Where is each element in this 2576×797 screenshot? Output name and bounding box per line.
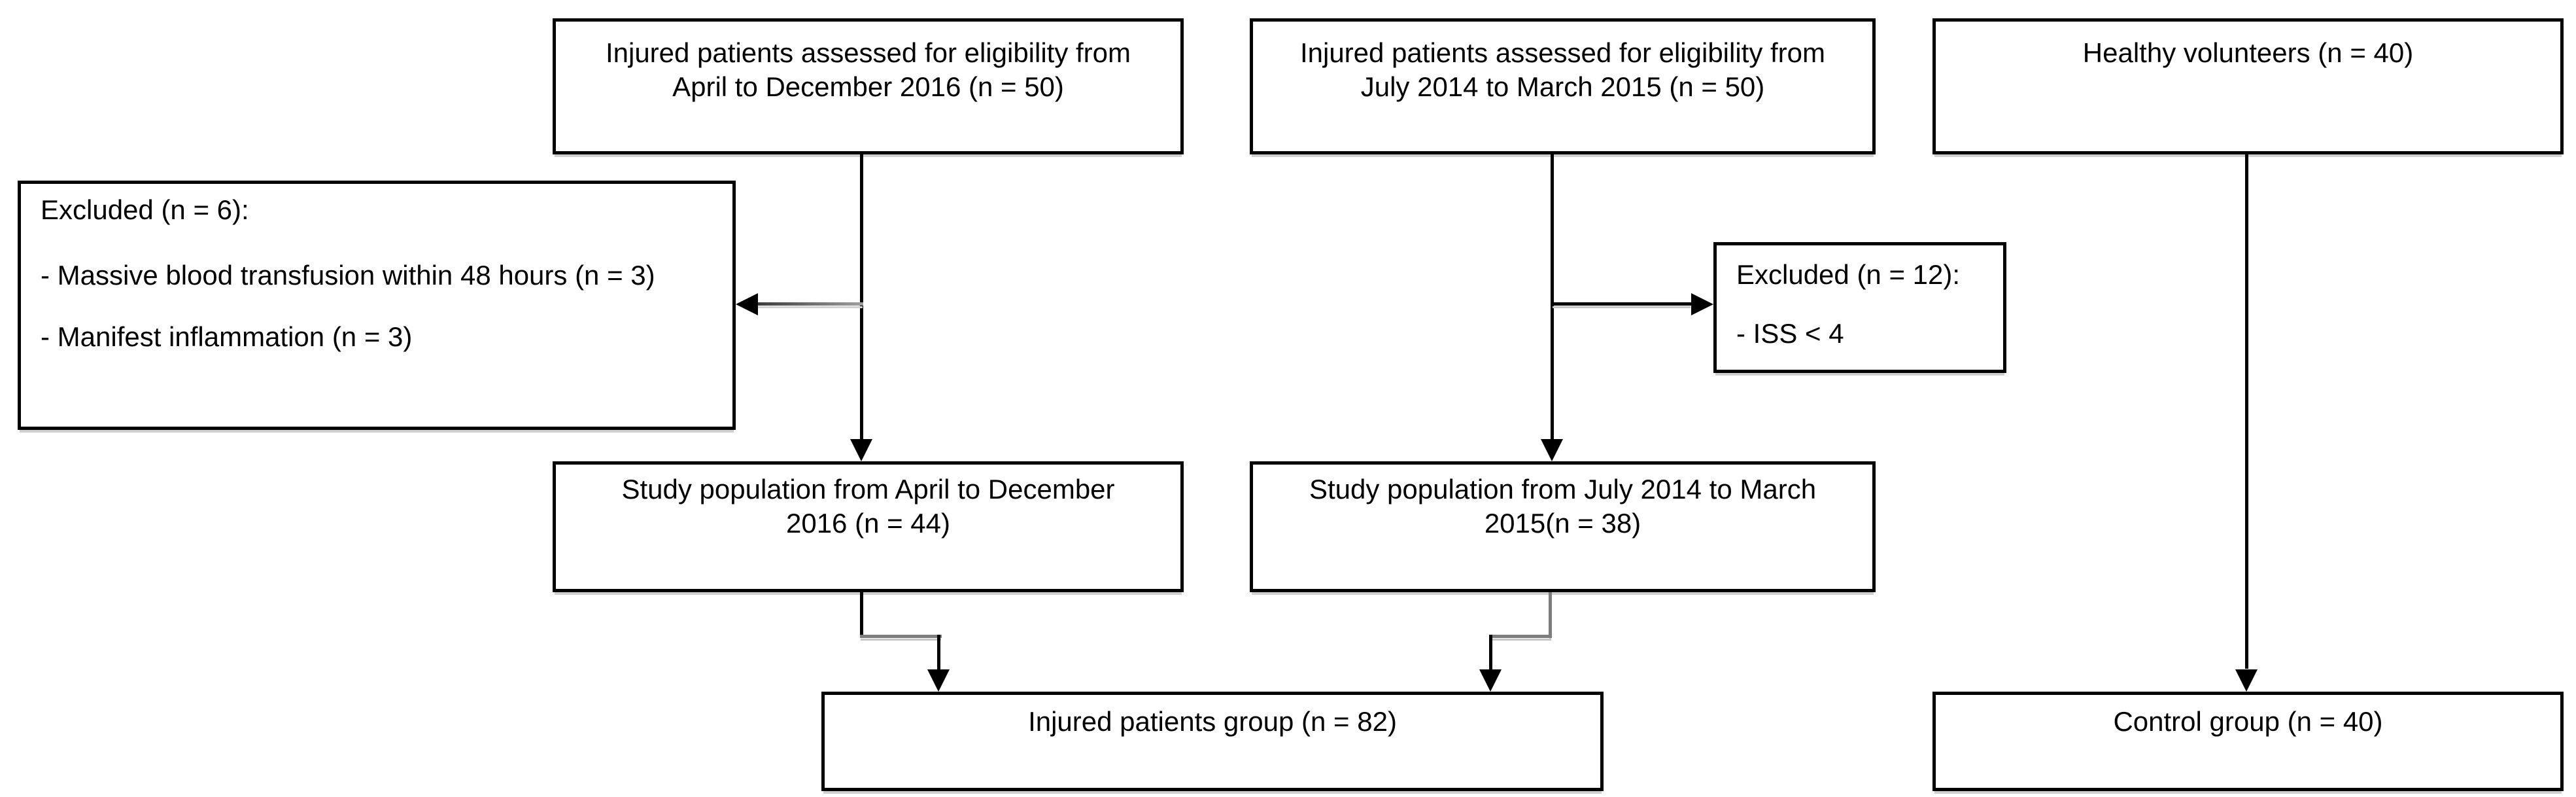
box-healthy-volunteers: Healthy volunteers (n = 40) (1932, 18, 2564, 154)
elbow-study2014-horizontal (1491, 635, 1552, 638)
arrowhead-into-study-2016 (850, 439, 872, 461)
box-study-2014-15-text: Study population from July 2014 to March… (1309, 474, 1817, 539)
box-control-group: Control group (n = 40) (1932, 692, 2564, 791)
connector-branch-excluded-left-line (755, 302, 863, 306)
box-excluded-right: Excluded (n = 12): - ISS < 4 (1713, 242, 2006, 373)
arrowhead-into-excluded-right (1691, 293, 1713, 315)
box-eligibility-2016: Injured patients assessed for eligibilit… (553, 18, 1184, 154)
box-excluded-right-item: - ISS < 4 (1736, 318, 1844, 349)
box-excluded-left-item: - Massive blood transfusion within 48 ho… (41, 260, 655, 291)
box-injured-group: Injured patients group (n = 82) (821, 692, 1604, 791)
box-injured-group-text: Injured patients group (n = 82) (1028, 706, 1397, 737)
box-eligibility-2014-15-text: Injured patients assessed for eligibilit… (1299, 37, 1826, 102)
elbow-study2016-horizontal (860, 635, 942, 638)
connector-eligibility2014-study2014-line (1551, 154, 1554, 442)
box-excluded-left-title: Excluded (n = 6): (41, 194, 249, 225)
box-control-group-text: Control group (n = 40) (2113, 706, 2383, 737)
arrowhead-into-excluded-left (736, 293, 758, 315)
connector-branch-excluded-right-line (1552, 302, 1691, 306)
box-eligibility-2016-text: Injured patients assessed for eligibilit… (605, 37, 1131, 102)
box-healthy-volunteers-text: Healthy volunteers (n = 40) (2082, 37, 2414, 68)
connector-eligibility2016-study2016-line (860, 154, 863, 442)
elbow-study2014-vertical (1549, 592, 1552, 638)
box-excluded-left: Excluded (n = 6): - Massive blood transf… (18, 181, 736, 430)
elbow-study2016-vertical (860, 592, 863, 638)
arrowhead-into-control-group (2235, 669, 2258, 692)
box-excluded-left-item: - Manifest inflammation (n = 3) (41, 321, 413, 352)
elbow-study2014-drop (1489, 635, 1492, 671)
arrowhead-study2014-into-injured-group (1479, 669, 1502, 692)
connector-volunteers-control-line (2245, 154, 2248, 669)
box-study-2016-text: Study population from April to December … (621, 474, 1115, 539)
elbow-study2016-drop (937, 635, 940, 671)
box-excluded-right-title: Excluded (n = 12): (1736, 259, 1961, 290)
arrowhead-study2016-into-injured-group (927, 669, 950, 692)
box-study-2016: Study population from April to December … (553, 461, 1184, 592)
box-study-2014-15: Study population from July 2014 to March… (1250, 461, 1876, 592)
box-eligibility-2014-15: Injured patients assessed for eligibilit… (1250, 18, 1876, 154)
arrowhead-into-study-2014-15 (1541, 439, 1563, 461)
